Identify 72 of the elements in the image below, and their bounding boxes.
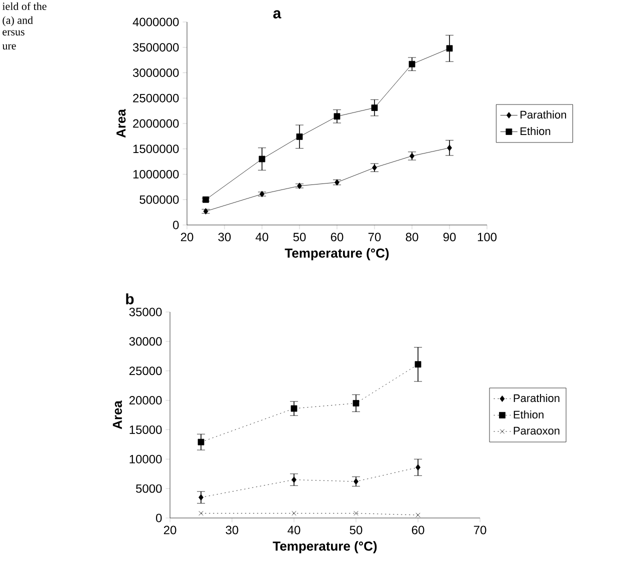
point bbox=[408, 60, 416, 68]
y-tick-label: 20000 bbox=[129, 396, 162, 405]
y-tick-label: 3500000 bbox=[132, 43, 179, 52]
point bbox=[334, 113, 340, 120]
y-tick-label: 2000000 bbox=[133, 119, 179, 128]
x-axis-title: Temperature (°C) bbox=[272, 541, 377, 554]
legend-label: Parathion bbox=[520, 110, 566, 119]
y-tick-label: 35000 bbox=[129, 308, 162, 316]
point bbox=[447, 144, 452, 152]
x-tick-label: 90 bbox=[443, 232, 456, 242]
x-tick-label: 20 bbox=[164, 526, 176, 534]
point bbox=[198, 438, 204, 446]
point bbox=[414, 361, 422, 368]
point bbox=[297, 182, 302, 190]
text: ield of the bbox=[2, 2, 46, 10]
point bbox=[416, 464, 420, 471]
y-tick-label: 1000000 bbox=[133, 170, 179, 178]
point bbox=[258, 156, 266, 162]
x-tick-label: 60 bbox=[330, 232, 344, 242]
y-tick-label: 2500000 bbox=[133, 94, 179, 102]
y-tick-label: 25000 bbox=[129, 366, 162, 376]
x-tick-label: 40 bbox=[256, 232, 268, 242]
point bbox=[292, 510, 296, 516]
point bbox=[410, 152, 414, 160]
y-tick-label: 3000000 bbox=[132, 68, 179, 77]
point bbox=[260, 190, 264, 198]
x-tick-label: 50 bbox=[350, 526, 362, 534]
x-tick-label: 100 bbox=[478, 232, 497, 242]
x-tick-label: 30 bbox=[226, 526, 238, 534]
chart-title: b bbox=[126, 293, 134, 304]
point bbox=[296, 133, 303, 140]
legend-label: Ethion bbox=[520, 126, 550, 136]
point bbox=[334, 179, 340, 186]
point bbox=[290, 405, 298, 412]
legend-label: Ethion bbox=[514, 410, 544, 419]
point bbox=[198, 494, 204, 501]
x-tick-label: 80 bbox=[406, 232, 418, 242]
point bbox=[352, 400, 360, 406]
y-axis-title: Area bbox=[112, 400, 122, 430]
y-tick-label: 4000000 bbox=[132, 18, 179, 26]
text: ure bbox=[2, 44, 16, 50]
point bbox=[372, 164, 377, 171]
x-tick-label: 40 bbox=[288, 526, 300, 534]
x-tick-label: 70 bbox=[474, 526, 486, 534]
y-tick-label: 0 bbox=[173, 220, 179, 230]
point bbox=[446, 45, 453, 52]
x-tick-label: 70 bbox=[368, 232, 381, 242]
chart-title: a bbox=[273, 10, 282, 18]
point bbox=[198, 510, 204, 516]
y-tick-label: 30000 bbox=[129, 337, 162, 346]
text: ersus bbox=[2, 30, 24, 36]
x-tick-label: 30 bbox=[218, 232, 231, 242]
point bbox=[354, 510, 358, 516]
point bbox=[416, 512, 420, 518]
x-tick-label: 20 bbox=[180, 232, 194, 242]
point bbox=[202, 196, 209, 203]
y-tick-label: 500000 bbox=[140, 195, 179, 204]
legend-label: Parathion bbox=[514, 394, 560, 402]
y-axis-title: Area bbox=[116, 108, 126, 138]
y-tick-label: 10000 bbox=[130, 454, 162, 464]
point bbox=[292, 476, 296, 483]
y-tick-label: 1500000 bbox=[133, 144, 179, 154]
legend-label: Paraoxon bbox=[514, 426, 560, 435]
y-tick-label: 0 bbox=[156, 514, 162, 522]
x-tick-label: 60 bbox=[412, 526, 424, 534]
point bbox=[354, 478, 358, 485]
text: (a) and bbox=[2, 16, 33, 26]
x-axis-title: Temperature (°C) bbox=[284, 248, 389, 260]
point bbox=[371, 104, 378, 111]
x-tick-label: 50 bbox=[293, 232, 306, 242]
y-tick-label: 5000 bbox=[136, 484, 162, 493]
y-tick-label: 15000 bbox=[130, 425, 162, 434]
